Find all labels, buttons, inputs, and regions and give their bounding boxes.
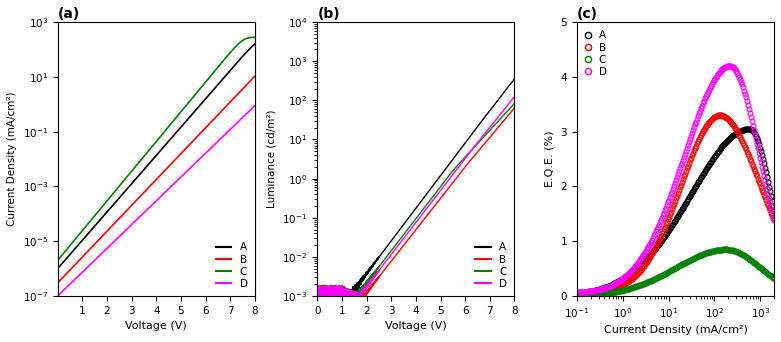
Y-axis label: E.Q.E. (%): E.Q.E. (%) [545,131,555,187]
X-axis label: Voltage (V): Voltage (V) [385,321,447,331]
X-axis label: Voltage (V): Voltage (V) [126,321,187,331]
Legend: A, B, C, D: A, B, C, D [582,27,610,80]
Y-axis label: Current Density (mA/cm²): Current Density (mA/cm²) [7,92,17,226]
Text: (b): (b) [317,7,340,21]
X-axis label: Current Density (mA/cm²): Current Density (mA/cm²) [604,325,747,335]
Y-axis label: Luminance (cd/m²): Luminance (cd/m²) [266,110,276,208]
Text: (c): (c) [577,7,597,21]
Legend: A, B, C, D: A, B, C, D [473,240,509,291]
Legend: A, B, C, D: A, B, C, D [213,240,250,291]
Text: (a): (a) [58,7,80,21]
